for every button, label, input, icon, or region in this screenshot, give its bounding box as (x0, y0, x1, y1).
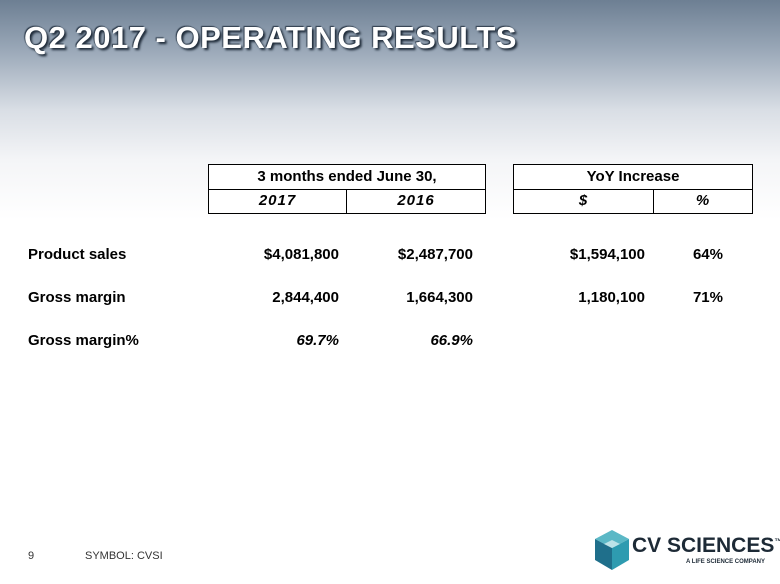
group-header: 3 months ended June 30, (257, 168, 437, 185)
table-value: 1,664,300 (406, 289, 473, 306)
symbol: SYMBOL: CVSI (85, 550, 163, 562)
logo-text: CV SCIENCES (632, 534, 775, 557)
divider (653, 189, 654, 214)
table-value: $4,081,800 (263, 246, 339, 263)
table-value: 69.7% (296, 332, 339, 349)
divider (209, 189, 485, 190)
table-value: $1,594,100 (569, 246, 645, 263)
trademark: ™ (774, 537, 780, 546)
row-label: Gross margin% (28, 332, 139, 349)
page-number: 9 (28, 550, 35, 562)
divider (514, 189, 752, 190)
table-value: 64% (692, 246, 723, 263)
row-label: Gross margin (28, 289, 126, 306)
logo-icon (595, 530, 629, 570)
column-header: 2016 (397, 192, 435, 209)
row-label: Product sales (28, 246, 127, 263)
column-header: $ (578, 192, 589, 209)
yoy-header-box: YoY Increase $ % (513, 164, 753, 214)
table-value: 1,180,100 (578, 289, 645, 306)
table-value: $2,487,700 (397, 246, 473, 263)
group-header: YoY Increase (586, 168, 680, 185)
logo-tagline: A LIFE SCIENCE COMPANY (686, 559, 766, 565)
table-value: 2,844,400 (272, 289, 339, 306)
column-header: 2017 (258, 192, 297, 209)
period-header-box: 3 months ended June 30, 2017 2016 (208, 164, 486, 214)
column-header: % (695, 192, 711, 209)
divider (346, 189, 347, 214)
logo-name: CV SCIENCES™ (632, 534, 780, 558)
table-value: 71% (692, 289, 723, 306)
table-value: 66.9% (430, 332, 473, 349)
slide-title: Q2 2017 - OPERATING RESULTS (24, 20, 517, 55)
